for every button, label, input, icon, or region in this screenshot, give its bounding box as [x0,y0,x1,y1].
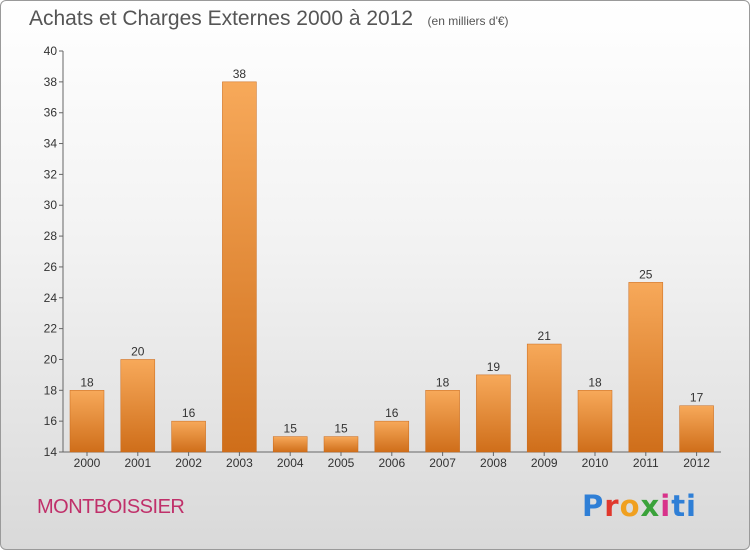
x-tick-label-2005: 2005 [328,456,355,470]
bar-2006 [374,420,410,453]
y-tick-label: 38 [44,75,58,89]
bar-2004 [272,436,308,453]
bar-2010 [577,390,613,453]
value-label-2012: 17 [690,391,704,405]
value-label-2011: 25 [639,267,653,281]
value-label-2010: 18 [588,375,602,389]
x-tick-label-2007: 2007 [429,456,456,470]
value-label-2009: 21 [538,329,552,343]
y-tick-label: 16 [44,414,58,428]
value-label-2004: 15 [284,422,298,436]
x-tick-label-2009: 2009 [531,456,558,470]
x-tick-label-2000: 2000 [74,456,101,470]
y-tick-label: 18 [44,383,58,397]
x-tick-label-2003: 2003 [226,456,253,470]
bar-2005 [323,436,359,453]
bar-2000 [69,390,105,453]
value-label-2000: 18 [80,375,94,389]
y-tick-label: 28 [44,229,58,243]
commune-name: MONTBOISSIER [37,496,185,518]
y-tick-label: 20 [44,352,58,366]
x-tick-label-2010: 2010 [582,456,609,470]
bar-2007 [425,390,460,453]
value-label-2001: 20 [131,344,145,358]
y-tick-label: 40 [44,44,58,58]
x-tick-label-2008: 2008 [480,456,507,470]
y-tick-label: 34 [44,137,58,151]
bar-2009 [526,343,562,453]
x-tick-label-2001: 2001 [124,456,151,470]
value-label-2003: 38 [233,67,247,81]
bar-2001 [120,359,156,453]
x-tick-label-2006: 2006 [378,456,405,470]
value-label-2007: 18 [436,375,450,389]
y-tick-label: 30 [44,198,58,212]
x-tick-label-2011: 2011 [633,456,659,470]
bar-2011 [628,282,664,453]
y-tick-label: 24 [44,291,58,305]
y-tick-label: 32 [44,167,58,181]
chart-title: Achats et Charges Externes 2000 à 2012 [29,7,414,30]
x-tick-label-2012: 2012 [683,456,710,470]
y-tick-label: 14 [44,445,58,459]
y-tick-label: 36 [44,106,58,120]
x-tick-label-2002: 2002 [175,456,202,470]
y-tick-label: 22 [44,322,58,336]
bar-2002 [171,420,206,453]
x-tick-label-2004: 2004 [277,456,304,470]
chart-subtitle: (en milliers d'€) [427,14,509,28]
value-label-2008: 19 [487,360,501,374]
bar-2012 [679,405,714,453]
bar-2008 [476,374,511,453]
value-label-2002: 16 [182,406,196,420]
value-label-2005: 15 [334,422,348,436]
bar-2003 [222,81,257,453]
y-tick-label: 26 [44,260,58,274]
title-row: Achats et Charges Externes 2000 à 2012 (… [29,7,509,31]
proxiti-logo: Proxiti [582,489,697,523]
value-label-2006: 16 [385,406,399,420]
